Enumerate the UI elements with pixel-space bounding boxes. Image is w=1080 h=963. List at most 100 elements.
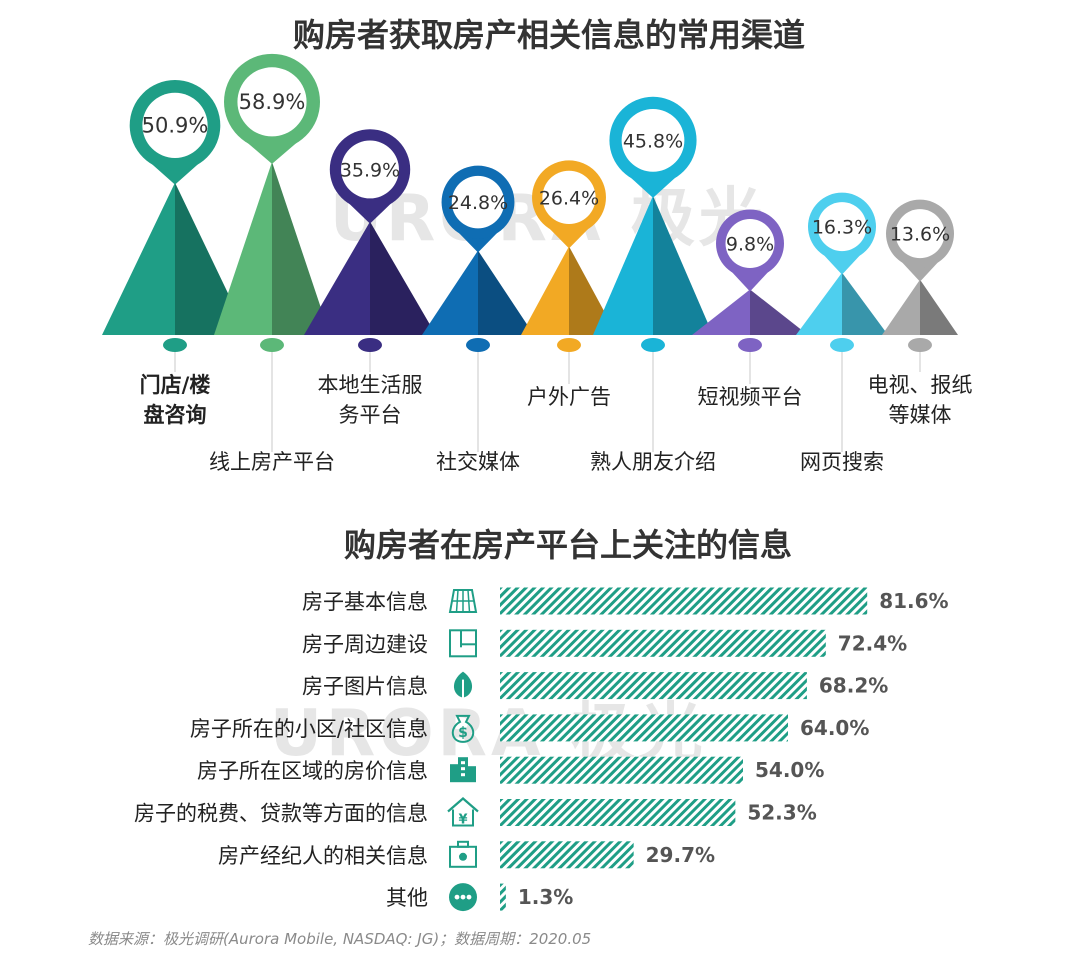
category-label-8: 电视、报纸等媒体 bbox=[868, 373, 973, 427]
category-label-2: 本地生活服务平台 bbox=[318, 373, 423, 427]
house-yuan-icon: ¥ bbox=[447, 797, 479, 828]
channel-mountain-5 bbox=[593, 195, 713, 335]
bar-value-label: 64.0% bbox=[800, 716, 869, 740]
value-label: 9.8% bbox=[726, 234, 774, 256]
channel-mountain-4 bbox=[521, 246, 617, 335]
category-label-4: 户外广告 bbox=[527, 385, 611, 409]
bar-value-label: 81.6% bbox=[879, 589, 948, 613]
row-label: 房子基本信息 bbox=[302, 590, 428, 614]
attention-row-3: 房子所在的小区/社区信息 $64.0% bbox=[190, 714, 869, 743]
value-label: 16.3% bbox=[812, 217, 872, 239]
mountain-face-light bbox=[422, 250, 478, 335]
bar bbox=[500, 714, 788, 742]
house-roof bbox=[447, 797, 479, 813]
category-dot-8 bbox=[908, 338, 932, 352]
balloon-inner bbox=[542, 170, 596, 225]
mountain-face-light bbox=[796, 272, 842, 335]
attention-row-7: 其他 1.3% bbox=[386, 883, 573, 912]
balloon-inner bbox=[451, 175, 505, 229]
row-label: 房子图片信息 bbox=[302, 675, 428, 699]
mountain-face-dark bbox=[370, 221, 436, 335]
balloon-inner bbox=[142, 92, 208, 158]
balloon-marker-5: 45.8% bbox=[609, 96, 697, 198]
building-window bbox=[461, 761, 465, 765]
attention-row-0: 房子基本信息 81.6% bbox=[302, 587, 949, 615]
mountain-face-dark bbox=[750, 289, 808, 335]
row-label: 其他 bbox=[386, 886, 428, 910]
balloon-marker-3: 24.8% bbox=[441, 165, 515, 253]
category-label-line: 门店/楼 bbox=[140, 373, 211, 397]
category-label-line: 熟人朋友介绍 bbox=[590, 450, 716, 474]
balloon-inner bbox=[237, 67, 307, 137]
category-dot-1 bbox=[260, 338, 284, 352]
category-label-3: 社交媒体 bbox=[436, 450, 520, 474]
row-label: 房子所在区域的房价信息 bbox=[197, 759, 428, 783]
source-note: 数据来源：极光调研(Aurora Mobile, NASDAQ: JG)；数据周… bbox=[88, 930, 591, 948]
category-label-line: 等媒体 bbox=[889, 403, 952, 427]
category-dot-6 bbox=[738, 338, 762, 352]
channel-mountain-2 bbox=[304, 221, 436, 335]
agent-briefcase-icon bbox=[449, 840, 477, 868]
mountain-face-light bbox=[882, 279, 920, 335]
mountain-face-light bbox=[304, 221, 370, 335]
bar bbox=[500, 799, 736, 826]
balloon-inner bbox=[621, 108, 685, 172]
more-dots-icon bbox=[449, 883, 477, 912]
yuan-sign: ¥ bbox=[458, 813, 467, 828]
balloon-tail bbox=[823, 254, 861, 275]
channel-mountain-8 bbox=[882, 279, 958, 335]
category-label-line: 盘咨询 bbox=[144, 403, 207, 427]
attention-row-4: 房子所在区域的房价信息 54.0% bbox=[197, 756, 824, 784]
building-window bbox=[461, 773, 465, 777]
bar bbox=[500, 672, 807, 700]
mountain-face-dark bbox=[569, 246, 617, 335]
balloon-inner bbox=[817, 202, 867, 252]
category-label-line: 务平台 bbox=[339, 403, 402, 427]
balloon-tail bbox=[901, 261, 939, 282]
agent-head bbox=[459, 852, 467, 861]
balloon-marker-2: 35.9% bbox=[329, 129, 411, 224]
bag-outline bbox=[451, 714, 475, 743]
category-label-line: 户外广告 bbox=[527, 385, 611, 409]
balloon-tail bbox=[731, 271, 769, 292]
mountain-face-dark bbox=[920, 279, 958, 335]
dot bbox=[454, 894, 460, 900]
category-label-line: 短视频平台 bbox=[698, 385, 803, 409]
channel-mountain-6 bbox=[692, 289, 808, 335]
channel-mountain-3 bbox=[422, 250, 534, 335]
plant-leaf-icon bbox=[453, 671, 473, 701]
bar-value-label: 29.7% bbox=[646, 843, 715, 867]
mountain-face-light bbox=[593, 195, 653, 335]
category-label-line: 电视、报纸 bbox=[868, 373, 973, 397]
bar-value-label: 54.0% bbox=[755, 758, 824, 782]
building-left bbox=[450, 764, 458, 783]
value-label: 35.9% bbox=[340, 159, 400, 181]
value-label: 58.9% bbox=[239, 90, 306, 114]
bar bbox=[500, 587, 868, 615]
balloon-marker-7: 16.3% bbox=[808, 192, 876, 275]
money-bag-icon: $ bbox=[451, 714, 475, 743]
category-label-line: 社交媒体 bbox=[436, 450, 520, 474]
category-label-line: 网页搜索 bbox=[800, 450, 884, 474]
attention-row-6: 房产经纪人的相关信息 29.7% bbox=[218, 840, 715, 869]
category-label-line: 线上房产平台 bbox=[209, 450, 335, 474]
dollar-sign: $ bbox=[458, 725, 468, 741]
bar-value-label: 52.3% bbox=[747, 801, 816, 825]
mountain-face-light bbox=[102, 182, 175, 335]
category-dot-7 bbox=[830, 338, 854, 352]
bar bbox=[500, 629, 826, 657]
row-label: 房产经纪人的相关信息 bbox=[218, 844, 428, 868]
balloon-inner bbox=[725, 219, 775, 268]
dot bbox=[460, 894, 466, 900]
value-label: 13.6% bbox=[890, 224, 950, 246]
category-label-0: 门店/楼盘咨询 bbox=[140, 373, 211, 427]
category-dot-3 bbox=[466, 338, 490, 352]
value-label: 45.8% bbox=[623, 130, 683, 152]
panel-frame bbox=[448, 589, 478, 613]
balloon-marker-4: 26.4% bbox=[532, 160, 606, 249]
category-label-7: 网页搜索 bbox=[800, 450, 884, 474]
attention-row-2: 房子图片信息 68.2% bbox=[302, 671, 888, 701]
bar bbox=[500, 883, 506, 911]
category-dot-2 bbox=[358, 338, 382, 352]
